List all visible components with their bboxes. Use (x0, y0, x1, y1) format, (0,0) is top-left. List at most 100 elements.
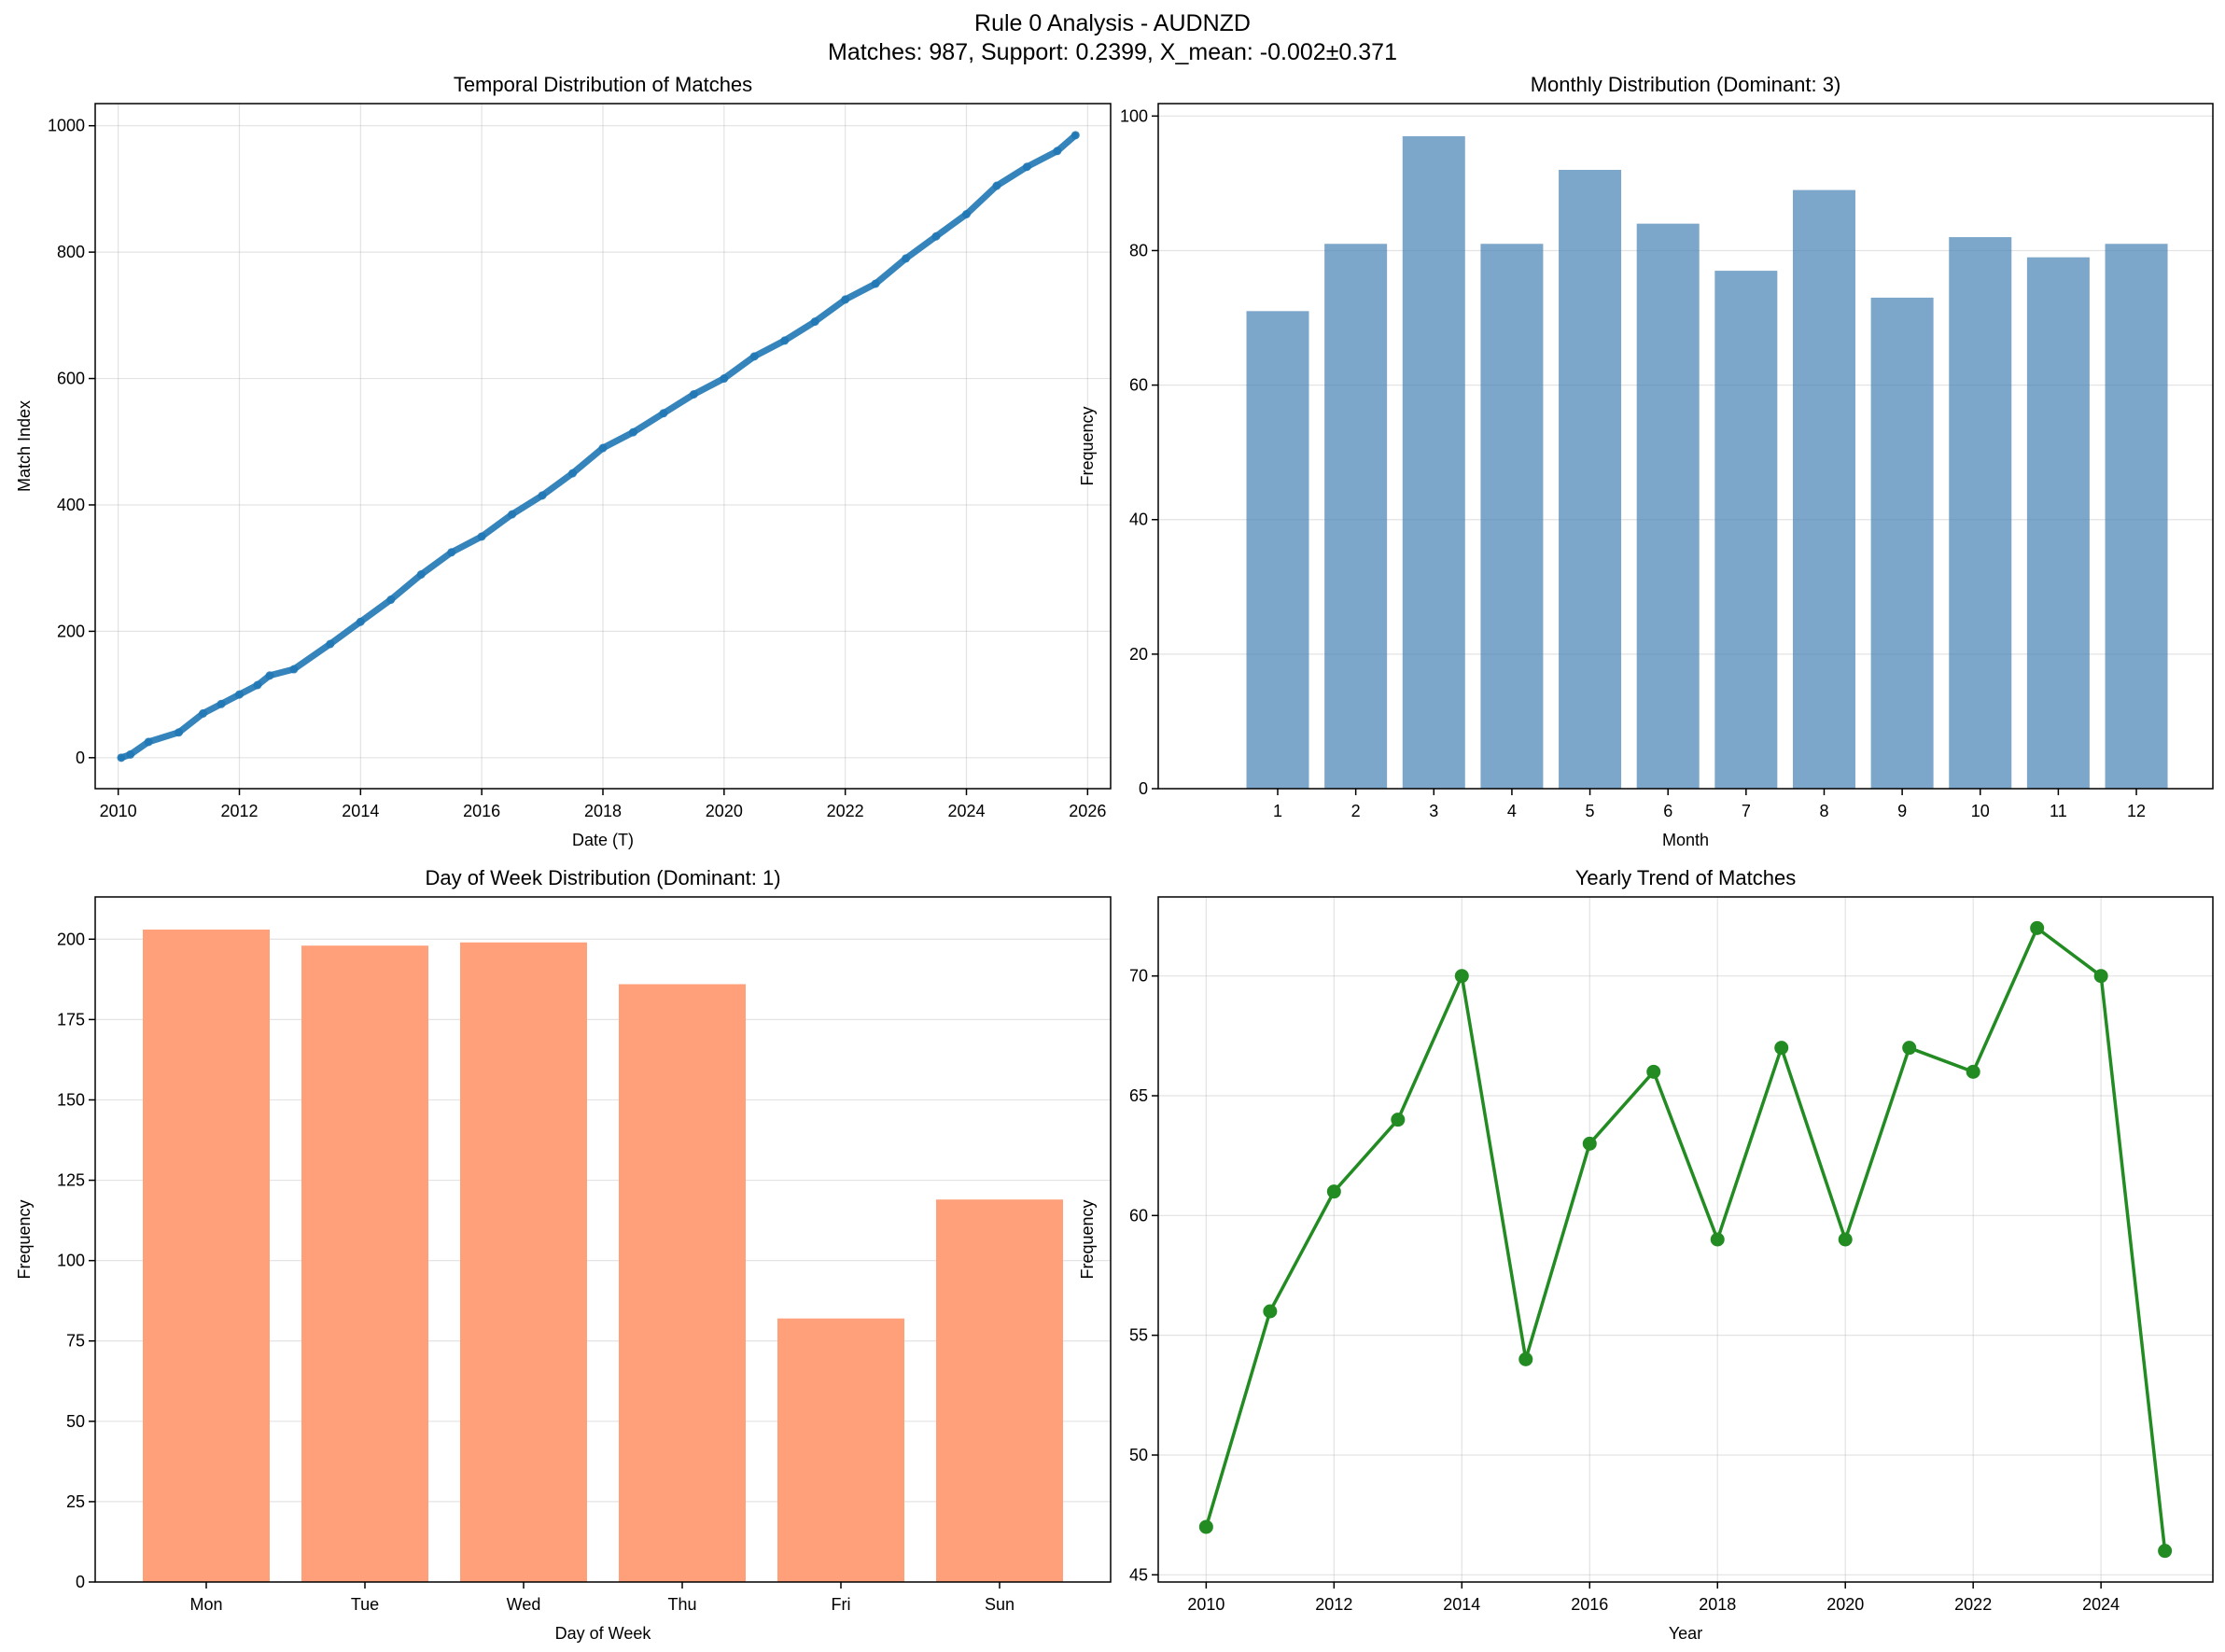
match-point (126, 749, 135, 759)
x-tick-label: 4 (1507, 802, 1517, 820)
x-tick-label: 2010 (100, 802, 137, 820)
year-point-2023 (2030, 920, 2045, 935)
x-tick-label: Thu (667, 1595, 696, 1614)
bar-sun (936, 1199, 1063, 1582)
x-tick-label: 2024 (947, 802, 985, 820)
x-axis-label: Date (T) (572, 831, 634, 849)
bar-6 (1636, 223, 1700, 790)
y-tick-label: 200 (57, 930, 85, 948)
panel-temporal-distribution: 2010 2012 2014 2016 2018 2020 2022 2024 2026 0 200… (15, 73, 1112, 849)
x-tick-label: 2016 (463, 802, 500, 820)
y-tick-label: 50 (66, 1412, 85, 1431)
y-tick-label: 175 (57, 1010, 85, 1029)
x-tick-label: 11 (2050, 802, 2067, 820)
panel-title: Yearly Trend of Matches (1575, 866, 1796, 889)
match-point (217, 699, 226, 708)
x-tick-label: 2014 (1443, 1595, 1480, 1614)
bar-7 (1714, 271, 1778, 789)
x-tick-label: 6 (1663, 802, 1672, 820)
panel-day-of-week-distribution: 0 25 50 75 100 125 150 175 200 Mon Tue Wed Thu Fri Sun… (15, 866, 1112, 1643)
y-tick-label: 800 (57, 243, 85, 261)
y-tick-label: 0 (76, 1573, 85, 1591)
match-point (289, 665, 299, 674)
year-point-2019 (1774, 1041, 1789, 1056)
x-tick-label: 2022 (827, 802, 864, 820)
x-tick-label: 3 (1429, 802, 1438, 820)
x-tick-label: 2020 (706, 802, 743, 820)
match-point (326, 639, 335, 649)
match-point (253, 680, 262, 690)
y-tick-label: 80 (1129, 241, 1148, 259)
bar-thu (619, 984, 746, 1582)
y-tick-label: 150 (57, 1090, 85, 1109)
x-tick-label: Wed (507, 1595, 541, 1614)
bar-fri (777, 1318, 904, 1582)
x-tick-label: 2022 (1954, 1595, 1992, 1614)
x-tick-label: 2012 (220, 802, 258, 820)
bar-9 (1870, 297, 1934, 790)
panel-yearly-trend: 2010 2012 2014 2016 2018 2020 2022 2024 45 50 55 60… (1078, 866, 2214, 1643)
figure-title-line1: Rule 0 Analysis - AUDNZD (974, 10, 1251, 36)
panel-title: Monthly Distribution (Dominant: 3) (1531, 73, 1841, 96)
x-tick-label: 12 (2127, 802, 2146, 820)
y-axis-label: Frequency (1078, 406, 1097, 485)
match-point (477, 532, 486, 541)
match-point (386, 595, 396, 605)
x-tick-label: Fri (832, 1595, 851, 1614)
year-point-2010 (1198, 1519, 1213, 1534)
bar-2 (1324, 244, 1388, 789)
panel-title: Day of Week Distribution (Dominant: 1) (425, 866, 780, 889)
y-tick-label: 100 (1120, 106, 1148, 125)
match-point (235, 690, 245, 699)
y-axis-label: Match Index (15, 400, 34, 492)
year-point-2015 (1518, 1351, 1533, 1366)
year-point-2021 (1902, 1041, 1917, 1056)
y-tick-label: 20 (1129, 645, 1148, 664)
figure-title-line2: Matches: 987, Support: 0.2399, X_mean: -… (828, 39, 1397, 65)
y-axis-label: Frequency (15, 1199, 34, 1279)
match-point (265, 671, 274, 680)
match-point (508, 510, 517, 519)
match-point (538, 491, 547, 500)
match-point (1053, 147, 1062, 156)
plot-frame (94, 896, 1112, 1583)
y-tick-label: 65 (1129, 1086, 1148, 1105)
match-point (659, 409, 668, 418)
plot-frame (1157, 103, 2214, 790)
x-tick-label: 2018 (1699, 1595, 1736, 1614)
y-tick-label: 600 (57, 370, 85, 388)
y-tick-label: 70 (1129, 967, 1148, 986)
panel-title: Temporal Distribution of Matches (454, 73, 752, 96)
year-point-2013 (1391, 1113, 1406, 1127)
year-point-2011 (1263, 1304, 1278, 1319)
x-tick-label: 2026 (1069, 802, 1106, 820)
match-point (720, 374, 729, 384)
match-point (689, 389, 698, 399)
match-point (780, 336, 790, 345)
y-tick-label: 0 (1139, 779, 1148, 798)
match-point (810, 317, 819, 327)
year-point-2016 (1582, 1136, 1597, 1151)
match-point (117, 753, 126, 763)
y-tick-label: 0 (76, 749, 85, 767)
match-point (356, 617, 365, 626)
year-point-2025 (2158, 1544, 2173, 1559)
y-tick-label: 200 (57, 622, 85, 640)
y-tick-label: 125 (57, 1171, 85, 1190)
match-point (568, 469, 578, 478)
match-point (1071, 131, 1080, 140)
x-tick-label: 2016 (1571, 1595, 1608, 1614)
x-tick-label: 2018 (584, 802, 622, 820)
bar-wed (460, 942, 587, 1582)
x-tick-label: 7 (1742, 802, 1751, 820)
y-tick-label: 400 (57, 496, 85, 514)
x-tick-label: Mon (189, 1595, 222, 1614)
plot-frame (1157, 896, 2214, 1583)
x-tick-label: 10 (1971, 802, 1990, 820)
x-tick-label: 2010 (1187, 1595, 1224, 1614)
x-tick-label: 2 (1351, 802, 1361, 820)
match-point (841, 295, 850, 304)
bar-3 (1402, 135, 1465, 789)
